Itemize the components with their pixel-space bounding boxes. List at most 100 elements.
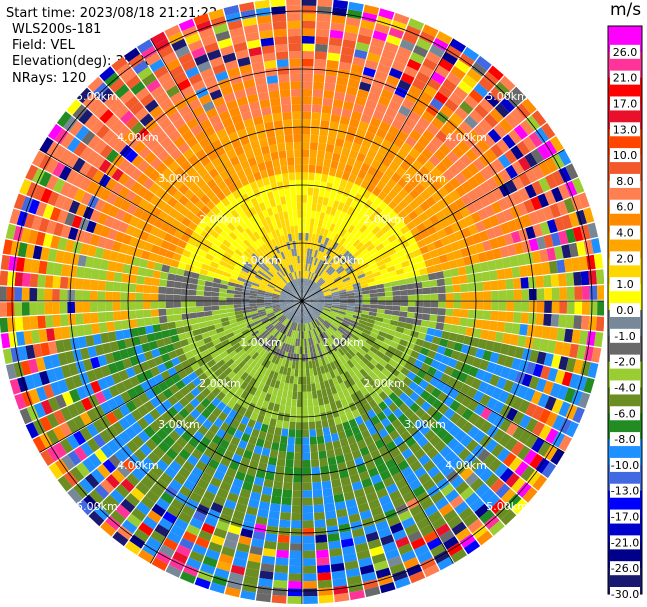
velocity-gate (364, 586, 381, 598)
velocity-gate (372, 110, 385, 121)
velocity-gate (299, 255, 302, 264)
velocity-gate (271, 298, 280, 300)
velocity-gate (106, 439, 120, 454)
velocity-gate (453, 292, 462, 301)
velocity-gate (244, 474, 255, 484)
velocity-gate (381, 272, 390, 280)
velocity-gate (303, 573, 317, 582)
velocity-gate (507, 219, 518, 233)
velocity-gate (480, 329, 489, 340)
velocity-gate (137, 326, 147, 336)
velocity-gate (354, 306, 363, 311)
velocity-gate (332, 333, 340, 341)
velocity-gate (307, 305, 314, 312)
velocity-gate (310, 321, 315, 330)
velocity-gate (79, 412, 93, 426)
velocity-gate (310, 210, 316, 219)
velocity-gate (482, 240, 492, 252)
velocity-gate (331, 295, 340, 298)
velocity-gate (341, 147, 351, 157)
velocity-gate (335, 243, 342, 252)
velocity-gate (504, 355, 515, 368)
velocity-gate (292, 240, 297, 249)
velocity-gate (234, 471, 246, 482)
velocity-gate (76, 324, 85, 337)
velocity-gate (221, 275, 230, 282)
velocity-gate (132, 364, 143, 375)
velocity-gate (289, 414, 297, 422)
velocity-gate (378, 381, 388, 391)
velocity-gate (378, 95, 391, 107)
velocity-gate (426, 405, 438, 417)
velocity-gate (238, 360, 247, 369)
velocity-gate (104, 352, 115, 365)
velocity-gate (362, 266, 372, 273)
velocity-gate (362, 66, 376, 78)
velocity-gate (283, 180, 290, 189)
velocity-gate (436, 31, 453, 45)
velocity-gate (116, 464, 131, 478)
velocity-gate (464, 492, 480, 507)
velocity-gate (302, 13, 316, 22)
velocity-gate (118, 158, 131, 172)
velocity-gate (521, 289, 530, 301)
velocity-gate (115, 262, 124, 273)
velocity-gate (389, 275, 399, 282)
velocity-gate (126, 203, 138, 215)
velocity-gate (143, 190, 155, 202)
velocity-gate (165, 343, 175, 353)
velocity-gate (173, 166, 185, 178)
velocity-gate (550, 448, 565, 465)
velocity-gate (489, 352, 500, 364)
velocity-gate (243, 118, 255, 129)
velocity-gate (358, 245, 367, 254)
velocity-gate (130, 168, 143, 181)
velocity-gate (434, 64, 450, 78)
velocity-gate (117, 525, 133, 540)
velocity-gate (302, 73, 313, 82)
velocity-gate (459, 274, 468, 284)
velocity-gate (544, 157, 558, 173)
velocity-gate (59, 165, 72, 181)
velocity-gate (319, 324, 326, 332)
velocity-gate (317, 6, 332, 15)
velocity-gate (431, 517, 447, 530)
velocity-gate (428, 321, 437, 329)
velocity-gate (303, 323, 306, 332)
velocity-gate (314, 375, 320, 384)
velocity-gate (489, 237, 500, 250)
velocity-gate (457, 80, 473, 95)
range-ring-label: 3.00km (404, 172, 446, 185)
velocity-gate (278, 527, 291, 536)
velocity-gate (64, 239, 75, 253)
velocity-gate (413, 123, 426, 135)
velocity-gate (325, 277, 333, 284)
velocity-gate (261, 447, 271, 457)
velocity-gate (348, 418, 358, 429)
velocity-gate (291, 345, 295, 354)
velocity-gate (256, 364, 265, 374)
velocity-gate (297, 315, 300, 324)
velocity-gate (415, 294, 424, 301)
velocity-gate (264, 233, 271, 242)
velocity-gate (520, 312, 529, 324)
velocity-gate (5, 363, 17, 380)
velocity-gate (430, 307, 439, 315)
velocity-gate (179, 386, 191, 397)
velocity-gate (357, 256, 366, 264)
velocity-gate (248, 349, 257, 358)
velocity-gate (155, 130, 168, 144)
velocity-gate (328, 540, 342, 550)
velocity-gate (339, 54, 353, 64)
velocity-gate (338, 287, 346, 291)
velocity-gate (242, 288, 251, 293)
velocity-gate (341, 46, 355, 57)
velocity-gate (82, 231, 93, 245)
velocity-gate (381, 322, 390, 329)
velocity-gate (125, 74, 141, 90)
velocity-gate (257, 325, 266, 333)
velocity-gate (194, 577, 211, 590)
velocity-gate (393, 204, 403, 215)
velocity-gate (359, 215, 369, 225)
velocity-gate (257, 211, 265, 220)
